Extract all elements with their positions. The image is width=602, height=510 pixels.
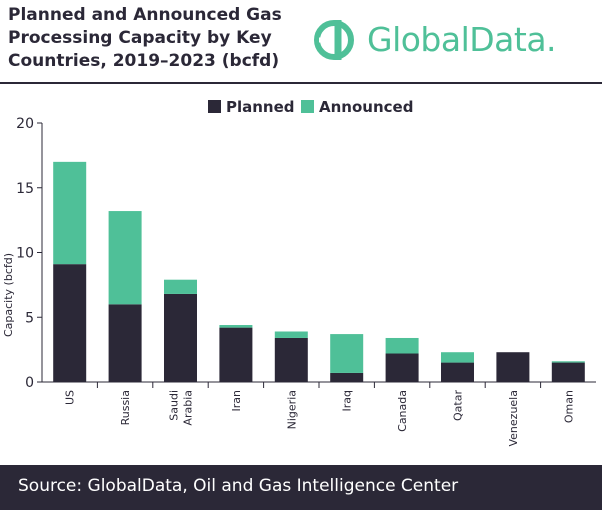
bar-announced	[385, 337, 419, 354]
bar-planned	[219, 327, 253, 382]
stacked-bar-chart: Planned Announced Capacity (bcfd) 0 5 10 15…	[2, 98, 596, 447]
bar-announced	[164, 279, 197, 294]
bar-planned	[330, 372, 364, 382]
brand-logo: GlobalData.	[312, 14, 596, 66]
y-axis-label: Capacity (bcfd)	[2, 253, 15, 337]
source-footer: Source: GlobalData, Oil and Gas Intellig…	[0, 465, 602, 510]
bar-planned	[108, 304, 142, 382]
legend-swatch-announced	[301, 100, 314, 113]
y-tick-label: 10	[16, 246, 34, 262]
bar-announced	[274, 331, 308, 338]
x-tick-label: Canada	[396, 390, 409, 432]
legend-label-planned: Planned	[226, 98, 295, 116]
legend-swatch-planned	[208, 100, 221, 113]
x-tick-label: US	[64, 390, 77, 405]
x-tick-label: SaudiArabia	[168, 390, 195, 426]
bar-planned	[274, 337, 308, 382]
bar-planned	[551, 362, 585, 382]
bar-planned	[496, 352, 530, 382]
bar-planned	[441, 362, 474, 382]
x-tick-label: Russia	[119, 390, 132, 425]
legend: Planned Announced	[208, 98, 413, 116]
x-tick-label: Oman	[562, 390, 575, 423]
x-tick-label: Iran	[230, 390, 243, 412]
y-tick-label: 0	[25, 375, 34, 391]
bar-planned	[385, 353, 419, 382]
x-tick-label: Iraq	[341, 390, 354, 412]
x-tick-label: Qatar	[452, 390, 465, 421]
x-tick-label: Venezuela	[507, 390, 520, 447]
bars	[53, 161, 585, 382]
y-tick-label: 20	[16, 116, 34, 132]
chart-title: Planned and Announced Gas Processing Cap…	[8, 5, 282, 71]
bar-announced	[53, 161, 87, 265]
legend-label-announced: Announced	[319, 98, 413, 116]
x-axis-ticks: US Russia SaudiArabia Iran Nigeria Iraq Canada…	[64, 382, 575, 447]
source-text: Source: GlobalData, Oil and Gas Intellig…	[18, 476, 459, 496]
globaldata-logo-icon	[314, 20, 354, 60]
bar-announced	[441, 352, 474, 363]
y-axis-ticks: 0 5 10 15 20	[16, 116, 42, 391]
bar-announced	[219, 325, 253, 328]
x-tick-label: Nigeria	[285, 390, 298, 429]
bar-planned	[53, 264, 87, 382]
y-tick-label: 5	[25, 310, 34, 326]
y-tick-label: 15	[16, 181, 34, 197]
bar-planned	[164, 293, 197, 382]
bar-announced	[551, 361, 585, 363]
bar-announced	[330, 334, 364, 373]
brand-name: GlobalData.	[367, 20, 557, 59]
header-divider	[0, 82, 602, 84]
bar-announced	[108, 211, 142, 305]
